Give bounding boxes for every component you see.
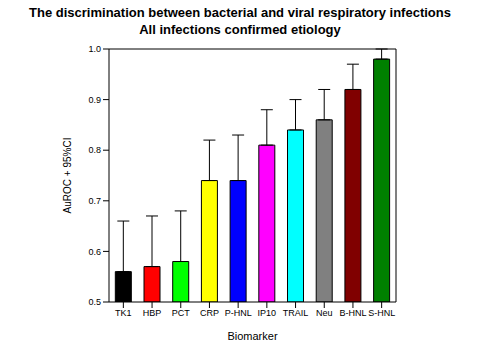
svg-text:Neu: Neu (316, 308, 333, 318)
svg-text:PCT: PCT (172, 308, 191, 318)
svg-text:0.5: 0.5 (88, 297, 101, 307)
svg-text:IP10: IP10 (258, 308, 277, 318)
html-text:All infections confirmed etiol: All infections confirmed etiology (139, 22, 341, 37)
svg-text:TK1: TK1 (115, 308, 132, 318)
svg-text:0.6: 0.6 (88, 247, 101, 257)
svg-text:Biomarker: Biomarker (227, 330, 277, 342)
svg-text:AuROC + 95%CI: AuROC + 95%CI (62, 138, 73, 214)
svg-text:HBP: HBP (143, 308, 162, 318)
svg-text:0.8: 0.8 (88, 145, 101, 155)
svg-text:0.9: 0.9 (88, 95, 101, 105)
svg-text:P-HNL: P-HNL (225, 308, 252, 318)
svg-text:B-HNL: B-HNL (339, 308, 366, 318)
svg-text:0.7: 0.7 (88, 196, 101, 206)
svg-text:CRP: CRP (200, 308, 219, 318)
html-text:The discrimination between bac: The discrimination between bacterial and… (29, 5, 451, 20)
svg-text:1.0: 1.0 (88, 44, 101, 54)
svg-text:TRAIL: TRAIL (283, 308, 309, 318)
svg-text:S-HNL: S-HNL (368, 308, 395, 318)
